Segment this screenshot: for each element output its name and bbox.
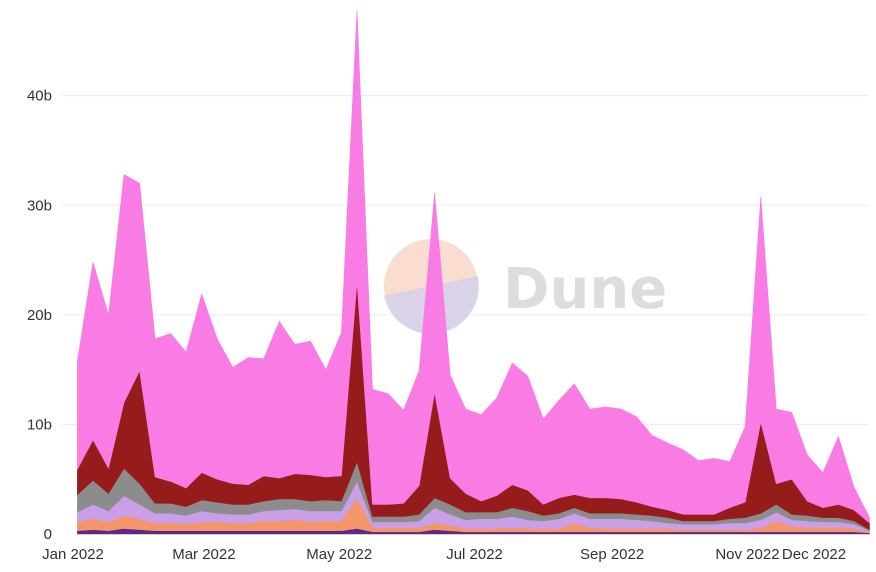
svg-text:Dune: Dune <box>503 257 667 322</box>
x-tick-label: Jul 2022 <box>446 546 503 563</box>
x-tick-label: May 2022 <box>306 546 372 563</box>
x-axis-ticks: Jan 2022 Mar 2022 May 2022 Jul 2022 Sep 2022… <box>42 546 846 563</box>
stacked-areas <box>77 10 870 535</box>
y-tick-label: 40b <box>27 88 52 105</box>
x-tick-label: Jan 2022 <box>42 546 104 563</box>
y-axis-ticks: 0 10b 20b 30b 40b <box>27 88 52 543</box>
x-tick-label: Dec 2022 <box>782 546 846 563</box>
y-tick-label: 0 <box>44 526 52 543</box>
x-tick-label: Mar 2022 <box>172 546 235 563</box>
y-tick-label: 10b <box>27 416 52 433</box>
area-series-6 <box>77 10 870 524</box>
y-tick-label: 30b <box>27 197 52 214</box>
x-tick-label: Nov 2022 <box>715 546 779 563</box>
y-tick-label: 20b <box>27 307 52 324</box>
x-tick-label: Sep 2022 <box>580 546 644 563</box>
